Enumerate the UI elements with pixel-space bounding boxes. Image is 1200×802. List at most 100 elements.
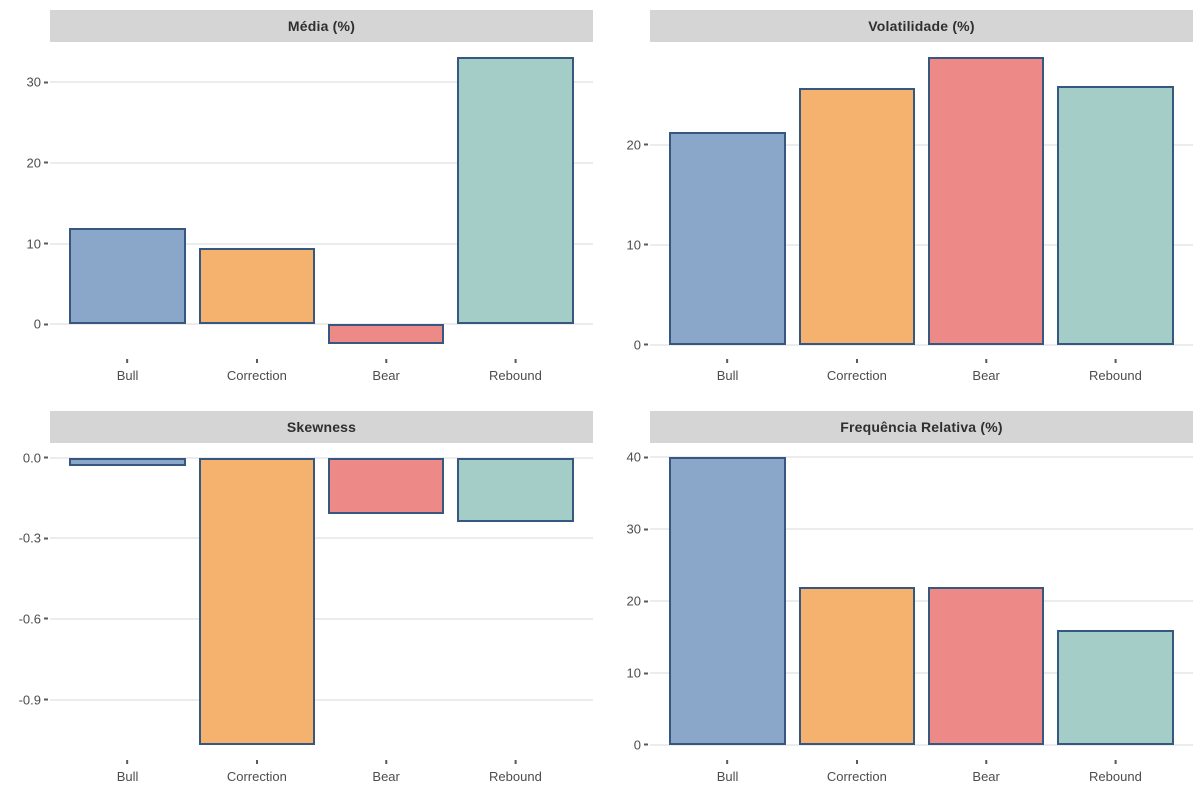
y-axis-tick: 30: [27, 75, 48, 90]
bar-bear: [327, 324, 445, 345]
plot-area: [650, 443, 1193, 760]
x-axis-tick: Correction: [227, 359, 287, 383]
bar-rebound: [1057, 85, 1174, 345]
y-tick-label: 20: [26, 155, 41, 171]
bar-bull: [69, 457, 186, 466]
gridline: [50, 456, 593, 459]
gridline: [50, 81, 593, 84]
y-axis: 0 10 20 30: [4, 42, 50, 359]
x-tick-mark: [726, 359, 729, 363]
x-tick-label-rebound: Rebound: [1089, 769, 1142, 784]
y-tick-mark: [644, 143, 648, 146]
x-tick-mark: [985, 359, 988, 363]
y-tick-label: 20: [626, 137, 641, 152]
facet-strip: Volatilidade (%): [650, 10, 1193, 42]
y-axis-tick: 10: [27, 236, 48, 251]
x-axis-tick: Bear: [972, 760, 1000, 784]
gridline: [650, 243, 1193, 246]
y-axis-tick: 30: [627, 522, 648, 537]
gridline: [50, 537, 593, 540]
bar-rebound: [457, 457, 574, 523]
x-axis-tick: Bull: [117, 359, 138, 383]
x-axis: Bull Correction Bear Rebound: [650, 760, 1193, 800]
y-tick-label: -0.9: [18, 692, 41, 708]
y-axis-tick: -0.3: [19, 531, 48, 546]
y-tick-label: 10: [626, 237, 641, 252]
x-axis-tick: Bull: [716, 359, 739, 383]
facet-title: Skewness: [286, 419, 357, 435]
y-axis-tick: 20: [627, 137, 648, 152]
y-axis: 0 10 20: [604, 42, 650, 359]
x-tick-label-bear: Bear: [372, 368, 400, 383]
y-tick-label: 0: [33, 316, 41, 332]
x-axis-tick: Rebound: [1089, 760, 1142, 784]
x-axis: Bull Correction Bear Rebound: [50, 359, 593, 399]
bar-correction: [198, 248, 316, 325]
y-tick-label: 10: [626, 665, 641, 681]
y-axis-tick: 40: [627, 450, 648, 465]
gridline: [650, 528, 1193, 531]
x-axis: Bull Correction Bear Rebound: [650, 359, 1193, 399]
y-tick-label: 30: [26, 74, 41, 90]
bar-rebound: [457, 56, 574, 325]
x-tick-label-bear: Bear: [372, 769, 400, 784]
y-tick-mark: [44, 242, 48, 245]
y-tick-label: 20: [626, 593, 641, 609]
facet-strip: Frequência Relativa (%): [650, 411, 1193, 443]
y-tick-mark: [44, 698, 48, 701]
bar-bull: [669, 457, 786, 745]
bar-correction: [198, 457, 316, 746]
x-axis-tick: Bear: [372, 359, 400, 383]
x-tick-label-correction: Correction: [826, 769, 887, 784]
bar-correction: [798, 87, 916, 345]
facet-title: Volatilidade (%): [868, 18, 975, 34]
x-tick-mark: [514, 359, 517, 363]
y-axis-tick: 10: [627, 237, 648, 252]
x-tick-mark: [1114, 760, 1117, 764]
panel-media: Média (%) 0 10 20 30 Bull Correction Bear Rebo…: [0, 0, 600, 401]
x-tick-label-bull: Bull: [716, 769, 739, 784]
x-axis-tick: Bull: [716, 760, 739, 784]
y-axis-tick: -0.6: [19, 611, 48, 626]
y-axis-tick: -0.9: [19, 692, 48, 707]
y-tick-label: 0: [633, 737, 641, 753]
panel-skewness: Skewness 0.0 -0.3 -0.6 -0.9 Bull Correction B…: [0, 401, 600, 802]
x-axis-tick: Rebound: [489, 760, 542, 784]
y-axis-tick: 0: [34, 317, 48, 332]
x-axis-tick: Correction: [827, 359, 887, 383]
x-tick-label-correction: Correction: [826, 368, 887, 383]
x-tick-label-bull: Bull: [716, 368, 739, 383]
y-tick-label: -0.6: [18, 611, 41, 627]
bar-bear: [327, 457, 445, 515]
gridline: [50, 323, 593, 326]
y-axis: 0 10 20 30 40: [604, 443, 650, 760]
gridline: [650, 343, 1193, 346]
x-tick-label-rebound: Rebound: [489, 368, 542, 383]
gridline: [50, 161, 593, 164]
gridline: [650, 743, 1193, 746]
panel-volatilidade: Volatilidade (%) 0 10 20 Bull Correction Bea…: [600, 0, 1200, 401]
x-tick-mark: [385, 359, 388, 363]
y-tick-label: 0: [633, 337, 641, 352]
y-tick-label: 40: [626, 449, 641, 465]
gridline: [650, 672, 1193, 675]
plot-area: [50, 42, 593, 359]
y-tick-mark: [644, 600, 648, 603]
panel-frequencia-relativa: Frequência Relativa (%) 0 10 20 30 40 Bull Co…: [600, 401, 1200, 802]
y-tick-mark: [644, 528, 648, 531]
x-axis-tick: Bear: [372, 760, 400, 784]
x-tick-mark: [1114, 359, 1117, 363]
x-tick-mark: [126, 359, 129, 363]
x-tick-mark: [385, 760, 388, 764]
y-axis-tick: 20: [627, 594, 648, 609]
y-tick-mark: [644, 343, 648, 346]
x-axis: Bull Correction Bear Rebound: [50, 760, 593, 800]
x-axis-tick: Bull: [117, 760, 138, 784]
bar-bull: [669, 131, 786, 345]
bar-bear: [927, 586, 1045, 745]
y-tick-mark: [644, 672, 648, 675]
x-tick-mark: [985, 760, 988, 764]
x-tick-label-correction: Correction: [226, 769, 287, 784]
x-tick-mark: [855, 760, 858, 764]
y-axis-tick: 10: [627, 666, 648, 681]
